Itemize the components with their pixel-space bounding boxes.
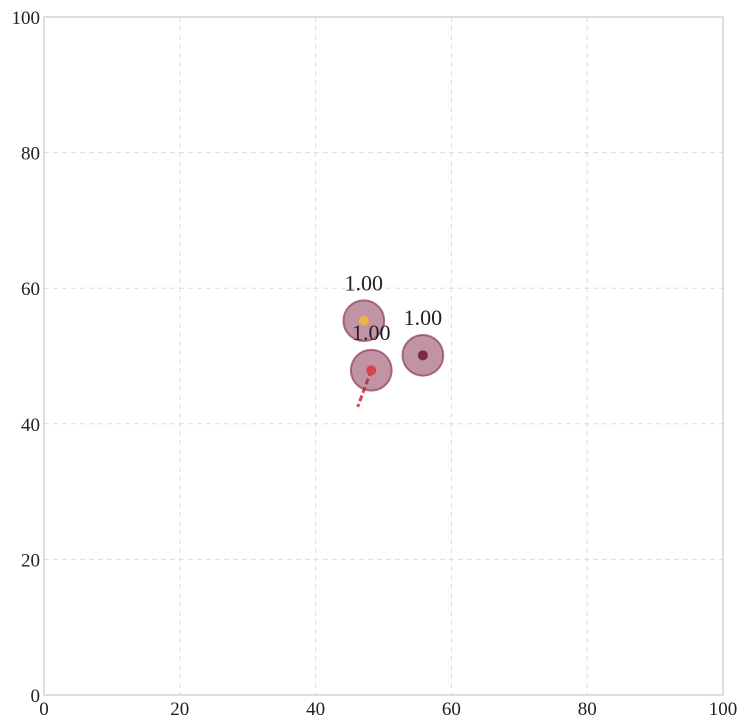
x-tick-label: 20 xyxy=(170,699,189,720)
x-tick-label: 100 xyxy=(709,699,738,720)
agent-label: 1.00 xyxy=(345,270,384,295)
agent-center xyxy=(366,365,377,376)
x-tick-label: 0 xyxy=(39,699,49,720)
y-tick-label: 60 xyxy=(21,279,40,300)
agent-label: 1.00 xyxy=(404,305,443,330)
x-tick-label: 80 xyxy=(578,699,597,720)
y-tick-label: 20 xyxy=(21,550,40,571)
x-tick-label: 60 xyxy=(442,699,461,720)
agent-center xyxy=(417,350,428,361)
agent-center xyxy=(358,315,369,326)
agent-label: 1.00 xyxy=(352,320,391,345)
x-tick-label: 40 xyxy=(306,699,325,720)
plot-frame xyxy=(43,16,724,696)
y-tick-label: 80 xyxy=(21,144,40,165)
y-tick-label: 0 xyxy=(31,686,41,707)
y-tick-label: 40 xyxy=(21,415,40,436)
y-tick-label: 100 xyxy=(12,8,41,29)
